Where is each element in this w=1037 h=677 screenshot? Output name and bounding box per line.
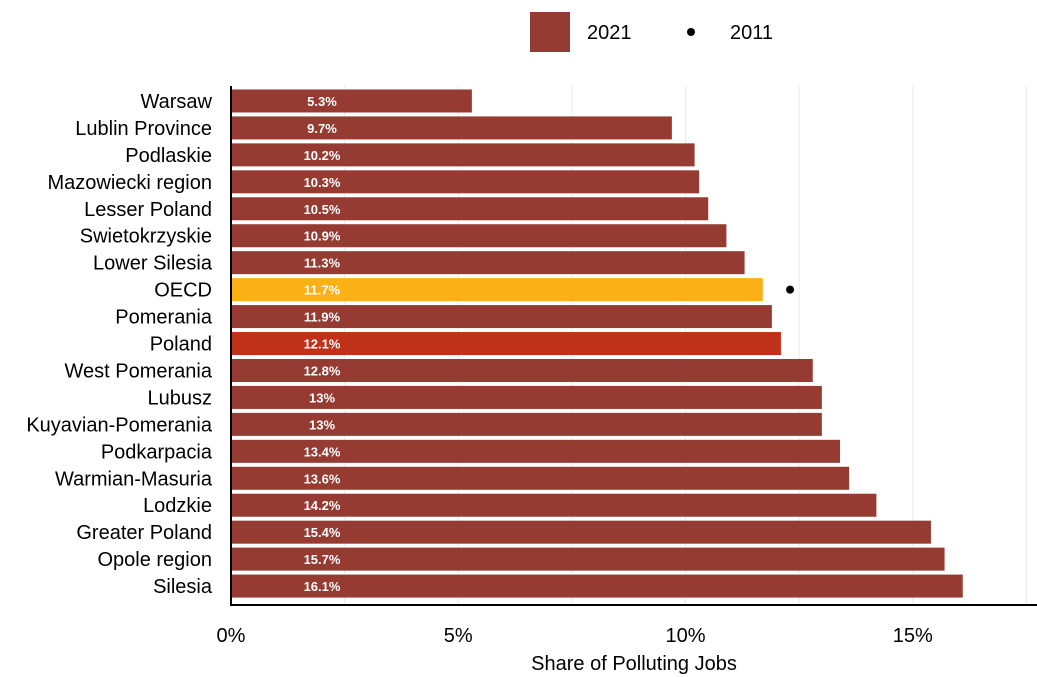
bar-lublin-province xyxy=(231,116,672,140)
x-tick-label: 0% xyxy=(217,625,246,647)
legend-point-2011 xyxy=(687,28,695,36)
category-label-swietokrzyskie: Swietokrzyskie xyxy=(80,226,212,248)
bar-warmian-masuria xyxy=(231,466,850,490)
data-labels: 5.3% 9.7% 10.2% 10.3% 10.5% 10.9% 11.3% 11.7% 11… xyxy=(304,94,341,594)
category-label-warsaw: Warsaw xyxy=(141,91,213,113)
category-label-warmian-masuria: Warmian-Masuria xyxy=(55,468,213,490)
bar-podkarpacia xyxy=(231,439,841,463)
category-label-lodzkie: Lodzkie xyxy=(143,495,212,517)
bar-podlaskie xyxy=(231,143,695,167)
category-label-silesia: Silesia xyxy=(153,576,213,598)
category-label-opole-region: Opole region xyxy=(97,549,212,571)
data-label-west-pomerania: 12.8% xyxy=(304,363,341,378)
bar-lubusz xyxy=(231,385,822,409)
point-2011-oecd xyxy=(786,285,795,294)
category-label-mazowiecki-region: Mazowiecki region xyxy=(47,172,212,194)
data-label-greater-poland: 15.4% xyxy=(304,525,341,540)
x-tick-label: 15% xyxy=(893,625,933,647)
category-label-west-pomerania: West Pomerania xyxy=(65,360,213,382)
data-label-opole-region: 15.7% xyxy=(304,552,341,567)
x-tick-label: 5% xyxy=(444,625,473,647)
legend-label-2021: 2021 xyxy=(587,22,632,44)
category-label-pomerania: Pomerania xyxy=(115,307,213,329)
bar-poland xyxy=(231,332,781,356)
data-label-warsaw: 5.3% xyxy=(307,94,337,109)
bar-greater-poland xyxy=(231,520,931,544)
bar-lesser-poland xyxy=(231,197,709,221)
category-labels: Warsaw Lublin Province Podlaskie Mazowiecki… xyxy=(26,91,213,598)
data-label-swietokrzyskie: 10.9% xyxy=(304,229,341,244)
bar-warsaw xyxy=(231,89,472,113)
category-label-lubusz: Lubusz xyxy=(148,387,213,409)
x-tick-label: 10% xyxy=(665,625,705,647)
bar-west-pomerania xyxy=(231,358,813,382)
data-label-lower-silesia: 11.3% xyxy=(304,256,341,271)
data-label-mazowiecki-region: 10.3% xyxy=(304,175,341,190)
category-label-podkarpacia: Podkarpacia xyxy=(101,441,213,463)
legend-label-2011: 2011 xyxy=(730,22,773,44)
bar-silesia xyxy=(231,574,963,598)
bar-pomerania xyxy=(231,305,772,329)
category-label-kuyavian-pomerania: Kuyavian-Pomerania xyxy=(26,414,213,436)
x-axis-title: Share of Polluting Jobs xyxy=(531,653,737,675)
bar-opole-region xyxy=(231,547,945,571)
bar-mazowiecki-region xyxy=(231,170,700,194)
data-label-warmian-masuria: 13.6% xyxy=(304,471,341,486)
legend-swatch-2021 xyxy=(530,12,570,52)
data-label-silesia: 16.1% xyxy=(304,579,341,594)
category-label-oecd: OECD xyxy=(154,280,212,302)
data-label-lubusz: 13% xyxy=(309,390,335,405)
data-label-podlaskie: 10.2% xyxy=(304,148,341,163)
category-label-podlaskie: Podlaskie xyxy=(125,145,212,167)
data-label-poland: 12.1% xyxy=(304,337,341,352)
category-label-lower-silesia: Lower Silesia xyxy=(93,253,213,275)
category-label-lesser-poland: Lesser Poland xyxy=(84,199,212,221)
legend: 2021 2011 xyxy=(530,12,773,52)
data-label-lodzkie: 14.2% xyxy=(304,498,341,513)
category-label-lublin-province: Lublin Province xyxy=(75,118,212,140)
category-label-poland: Poland xyxy=(150,334,212,356)
bar-oecd xyxy=(231,278,763,302)
data-label-podkarpacia: 13.4% xyxy=(304,444,341,459)
bars xyxy=(231,89,963,598)
x-tick-labels: 0% 5% 10% 15% xyxy=(217,625,933,647)
bar-kuyavian-pomerania xyxy=(231,412,822,436)
data-label-lesser-poland: 10.5% xyxy=(304,202,341,217)
category-label-greater-poland: Greater Poland xyxy=(76,522,212,544)
data-label-kuyavian-pomerania: 13% xyxy=(309,417,335,432)
data-label-pomerania: 11.9% xyxy=(304,310,341,325)
points-2011 xyxy=(786,285,795,294)
bar-lower-silesia xyxy=(231,251,745,275)
bar-lodzkie xyxy=(231,493,877,517)
bar-swietokrzyskie xyxy=(231,224,727,248)
data-label-lublin-province: 9.7% xyxy=(307,121,337,136)
data-label-oecd: 11.7% xyxy=(304,283,341,298)
